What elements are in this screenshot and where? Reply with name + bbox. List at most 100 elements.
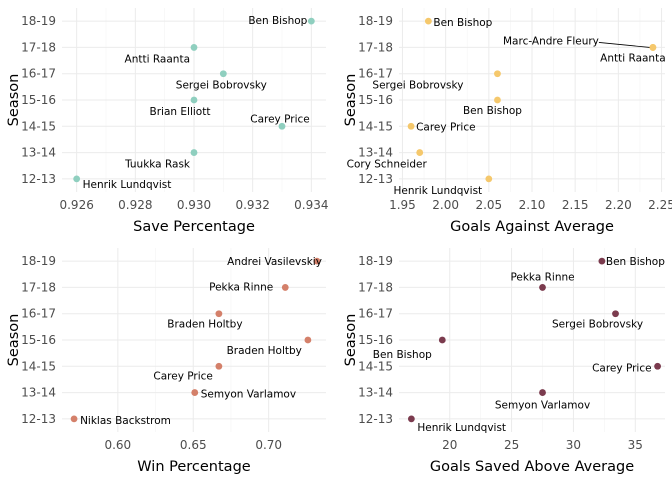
x-tick-label: 2.05 <box>475 198 502 212</box>
point-label: Sergei Bobrovsky <box>372 80 463 92</box>
data-point <box>539 284 546 291</box>
point-label: Antti Raanta <box>125 53 190 65</box>
point-label: Carey Price <box>416 121 475 133</box>
x-axis-title: Save Percentage <box>133 219 255 235</box>
y-tick-label: 13-14 <box>21 146 56 160</box>
y-tick-label: 14-15 <box>21 359 56 373</box>
point-label: Ben Bishop <box>433 17 492 29</box>
y-tick-label: 13-14 <box>358 146 393 160</box>
point-label: Tuukka Rask <box>124 159 191 171</box>
x-tick-label: 0.65 <box>180 438 207 452</box>
point-label: Henrik Lundqvist <box>83 179 172 191</box>
y-tick-label: 18-19 <box>21 14 56 28</box>
x-tick-label: 2.20 <box>605 198 632 212</box>
label-leader-line <box>598 42 650 48</box>
y-tick-label: 12-13 <box>358 412 393 426</box>
data-point <box>190 96 198 104</box>
data-point <box>278 122 286 130</box>
x-tick-label: 20 <box>442 438 457 452</box>
x-tick-label: 2.00 <box>432 198 459 212</box>
x-tick-label: 2.10 <box>519 198 546 212</box>
point-label: Henrik Lundqvist <box>417 422 506 434</box>
y-tick-label: 15-16 <box>21 93 56 107</box>
y-tick-label: 17-18 <box>21 280 56 294</box>
point-label: Brian Elliott <box>150 106 211 118</box>
y-tick-label: 13-14 <box>21 386 56 400</box>
point-label: Carey Price <box>153 370 212 382</box>
point-label: Pekka Rinne <box>209 281 273 293</box>
data-point <box>598 257 606 265</box>
y-tick-label: 12-13 <box>21 172 56 186</box>
point-label: Carey Price <box>250 113 309 125</box>
data-point <box>416 149 424 156</box>
data-point <box>304 336 312 344</box>
point-label: Andrei Vasilevskiy <box>227 256 322 268</box>
point-label: Ben Bishop <box>606 256 665 268</box>
y-tick-label: 18-19 <box>21 254 56 268</box>
y-tick-label: 14-15 <box>21 119 56 133</box>
x-tick-label: 1.95 <box>389 198 416 212</box>
data-point <box>649 44 657 51</box>
point-label: Ben Bishop <box>373 349 432 361</box>
data-point <box>219 70 227 78</box>
point-label: Antti Raanta <box>600 52 665 64</box>
y-tick-label: 14-15 <box>358 359 393 373</box>
y-tick-label: 16-17 <box>21 67 56 81</box>
y-axis-title: Season <box>343 74 359 127</box>
data-point <box>654 362 661 370</box>
y-tick-label: 16-17 <box>358 67 393 81</box>
data-point <box>539 389 546 396</box>
x-tick-label: 2.25 <box>648 198 672 212</box>
data-point <box>190 44 198 51</box>
x-tick-label: 30 <box>566 438 581 452</box>
data-point <box>407 122 415 130</box>
point-label: Sergei Bobrovsky <box>176 80 267 92</box>
x-axis-title: Goals Saved Above Average <box>430 459 634 475</box>
x-tick-label: 0.60 <box>104 438 131 452</box>
y-tick-label: 12-13 <box>21 412 56 426</box>
y-tick-label: 13-14 <box>358 386 393 400</box>
data-point <box>73 175 81 183</box>
x-tick-label: 35 <box>628 438 643 452</box>
data-point <box>191 389 199 396</box>
y-tick-label: 12-13 <box>358 172 393 186</box>
y-axis-title: Season <box>343 314 359 367</box>
point-label: Henrik Lundqvist <box>393 185 482 197</box>
data-point <box>215 310 223 318</box>
y-axis-title: Season <box>6 314 22 367</box>
y-tick-label: 15-16 <box>358 333 393 347</box>
point-label: Niklas Backstrom <box>80 415 171 427</box>
data-point <box>70 415 78 423</box>
x-axis-title: Win Percentage <box>137 459 250 475</box>
point-label: Semyon Varlamov <box>495 400 590 412</box>
data-point <box>307 17 315 25</box>
y-axis-title: Season <box>6 74 22 127</box>
data-point <box>190 149 198 156</box>
point-label: Cory Schneider <box>347 159 428 171</box>
point-label: Carey Price <box>592 362 651 374</box>
x-tick-label: 0.934 <box>294 198 328 212</box>
point-label: Braden Holtby <box>227 345 302 357</box>
point-label: Semyon Varlamov <box>201 389 296 401</box>
data-point <box>281 284 289 291</box>
point-label: Sergei Bobrovsky <box>552 319 643 331</box>
point-label: Ben Bishop <box>248 15 307 27</box>
data-point <box>612 310 619 318</box>
y-tick-label: 14-15 <box>358 119 393 133</box>
point-label: Ben Bishop <box>463 105 522 117</box>
point-label: Pekka Rinne <box>510 271 574 283</box>
y-tick-label: 17-18 <box>21 40 56 54</box>
data-point <box>424 17 432 25</box>
data-point <box>485 175 493 183</box>
point-label: Braden Holtby <box>167 319 242 331</box>
y-tick-label: 18-19 <box>358 14 393 28</box>
point-label: Marc-Andre Fleury <box>503 35 599 47</box>
y-tick-label: 17-18 <box>358 280 393 294</box>
y-tick-label: 15-16 <box>21 333 56 347</box>
data-point <box>494 96 501 104</box>
data-point <box>215 362 223 370</box>
x-tick-label: 0.930 <box>177 198 211 212</box>
x-tick-label: 0.70 <box>255 438 282 452</box>
x-tick-label: 0.928 <box>118 198 152 212</box>
